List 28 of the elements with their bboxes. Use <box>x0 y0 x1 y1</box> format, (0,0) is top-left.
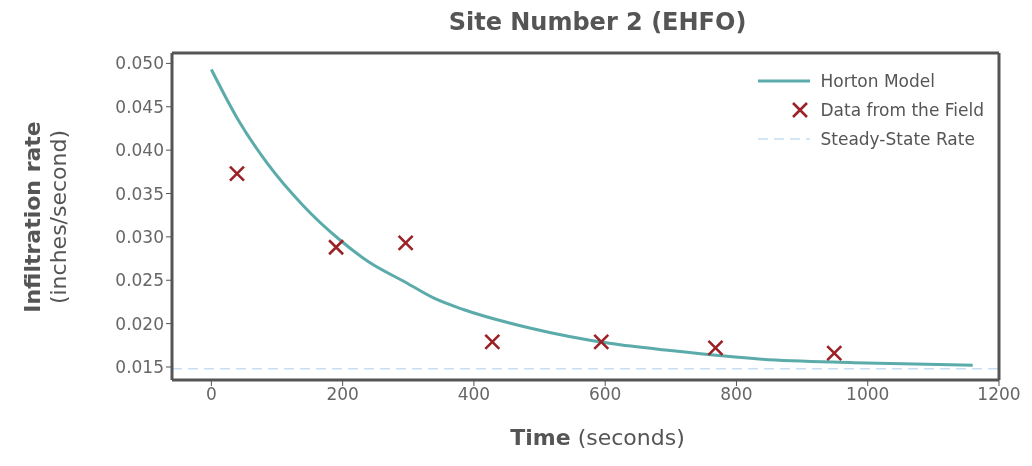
y-axis-title: Infiltration rate (inches/second) <box>20 121 72 313</box>
legend-label: Data from the Field <box>820 99 984 120</box>
point <box>327 238 345 256</box>
x-tick-label: 0 <box>205 384 217 405</box>
point <box>397 234 414 252</box>
x-tick-label: 200 <box>326 384 359 405</box>
x-tick-label: 800 <box>720 384 753 405</box>
y-tick-label: 0.025 <box>115 270 164 291</box>
point <box>228 165 246 182</box>
x-tick-label: 1000 <box>846 384 890 405</box>
legend-label: Horton Model <box>820 70 935 91</box>
y-tick-label: 0.040 <box>115 140 164 161</box>
x-axis-title: Time (seconds) <box>509 425 686 450</box>
x-tick-label: 600 <box>588 384 622 405</box>
point <box>707 339 724 357</box>
point <box>592 333 610 351</box>
y-tick-label: 0.015 <box>115 357 164 378</box>
y-tick-label: 0.035 <box>115 183 164 204</box>
y-tick-label: 0.020 <box>115 313 164 334</box>
x-tick-label: 1200 <box>977 384 1021 405</box>
legend-label: Steady-State Rate <box>820 128 975 149</box>
x-tick-label: 400 <box>457 384 491 405</box>
point <box>825 344 843 362</box>
y-tick-label: 0.050 <box>115 53 164 74</box>
point <box>484 333 501 351</box>
y-tick-label: 0.045 <box>115 96 164 117</box>
y-tick-label: 0.030 <box>115 226 164 247</box>
chart-title: Site Number 2 (EHFO) <box>447 8 748 36</box>
